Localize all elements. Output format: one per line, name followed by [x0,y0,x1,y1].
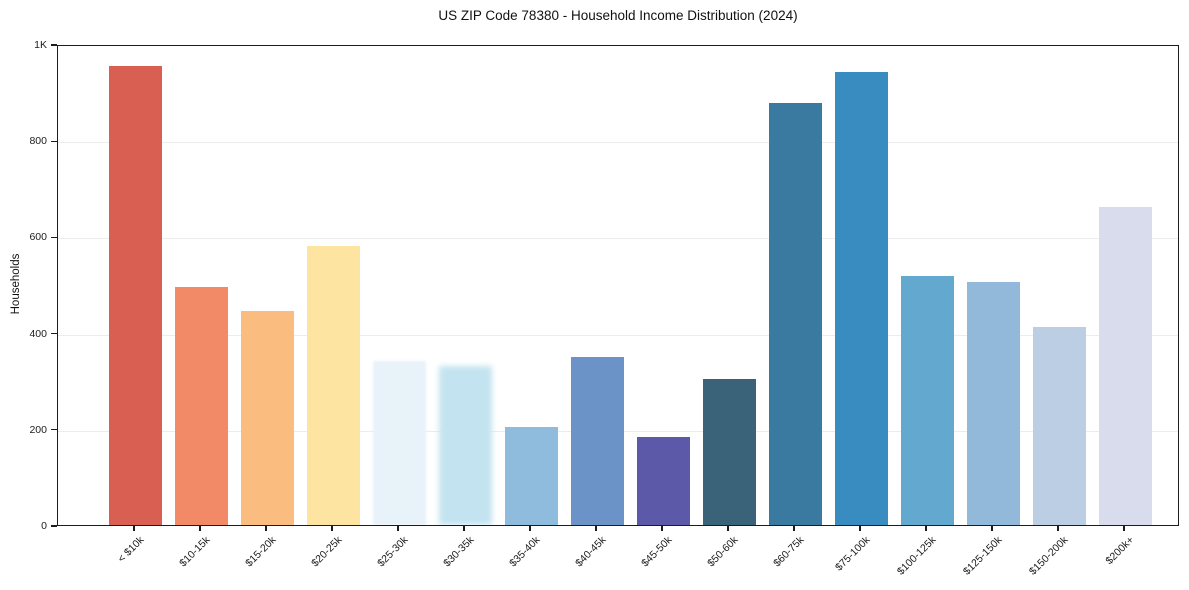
bar-45-50k [636,437,690,525]
x-tick-label: $35-40k [507,534,543,570]
bar-35-40k [504,427,558,525]
y-tick-mark [51,236,57,239]
y-tick-label: 400 [29,327,47,340]
x-tick-mark [793,526,795,531]
bar-50-60k [702,379,756,525]
y-tick-mark [51,140,57,142]
gridline-600 [58,238,1178,240]
x-tick-label: $20-25k [309,534,345,570]
x-tick-mark [199,526,201,531]
bar-40-45k [570,356,624,525]
bar-20-25k [306,246,360,525]
bar-125-150k [966,281,1020,525]
x-tick-label: $40-45k [573,534,609,570]
x-tick-mark [1057,526,1059,531]
x-tick-mark [727,526,729,531]
x-tick-label: $150-200k [1026,534,1071,578]
bar-100-125k [900,275,954,525]
x-tick-label: $15-20k [243,534,279,570]
x-tick-label: $50-60k [705,534,741,570]
x-tick-mark [331,526,333,531]
y-tick-mark [51,332,57,335]
x-tick-label: $200k+ [1103,534,1137,568]
y-axis-label: Households [10,253,22,315]
x-tick-label: $75-100k [833,534,873,574]
x-tick-mark [463,526,465,531]
x-tick-mark [397,526,399,531]
x-tick-label: $30-35k [441,534,477,570]
x-tick-label: < $10k [115,534,147,565]
plot-area [57,45,1179,526]
x-tick-label: $125-150k [960,534,1005,578]
x-tick-label: $100-125k [894,534,939,578]
x-tick-label: $25-30k [375,534,411,570]
bar-30-35k [438,365,492,525]
x-tick-mark [133,526,135,531]
bar-10-15k [174,287,228,525]
y-tick-label: 1K [34,39,47,51]
x-tick-label: $45-50k [639,534,675,570]
bar-200k [1098,206,1152,525]
bar-10k [108,65,162,525]
bar-15-20k [240,311,294,525]
x-tick-mark [265,526,267,531]
x-tick-mark [529,526,531,531]
y-tick-label: 600 [29,231,47,244]
x-tick-mark [661,526,663,531]
y-tick-mark [51,44,57,46]
x-tick-label: $60-75k [771,534,807,570]
y-tick-mark [51,525,57,527]
x-tick-mark [925,526,927,531]
bar-75-100k [834,72,888,525]
bar-25-30k [372,361,426,525]
y-tick-label: 0 [41,520,47,532]
y-tick-mark [51,429,57,431]
x-tick-label: $10-15k [177,534,213,570]
x-tick-mark [859,526,861,531]
gridline-800 [58,142,1178,144]
x-tick-mark [595,526,597,531]
chart-title: US ZIP Code 78380 - Household Income Dis… [438,8,798,23]
bar-60-75k [768,102,822,525]
x-tick-mark [1123,526,1125,531]
y-tick-label: 800 [29,135,47,148]
y-tick-label: 200 [29,423,47,436]
bar-150-200k [1032,327,1086,525]
x-tick-mark [991,526,993,531]
gridline-400 [58,334,1178,336]
